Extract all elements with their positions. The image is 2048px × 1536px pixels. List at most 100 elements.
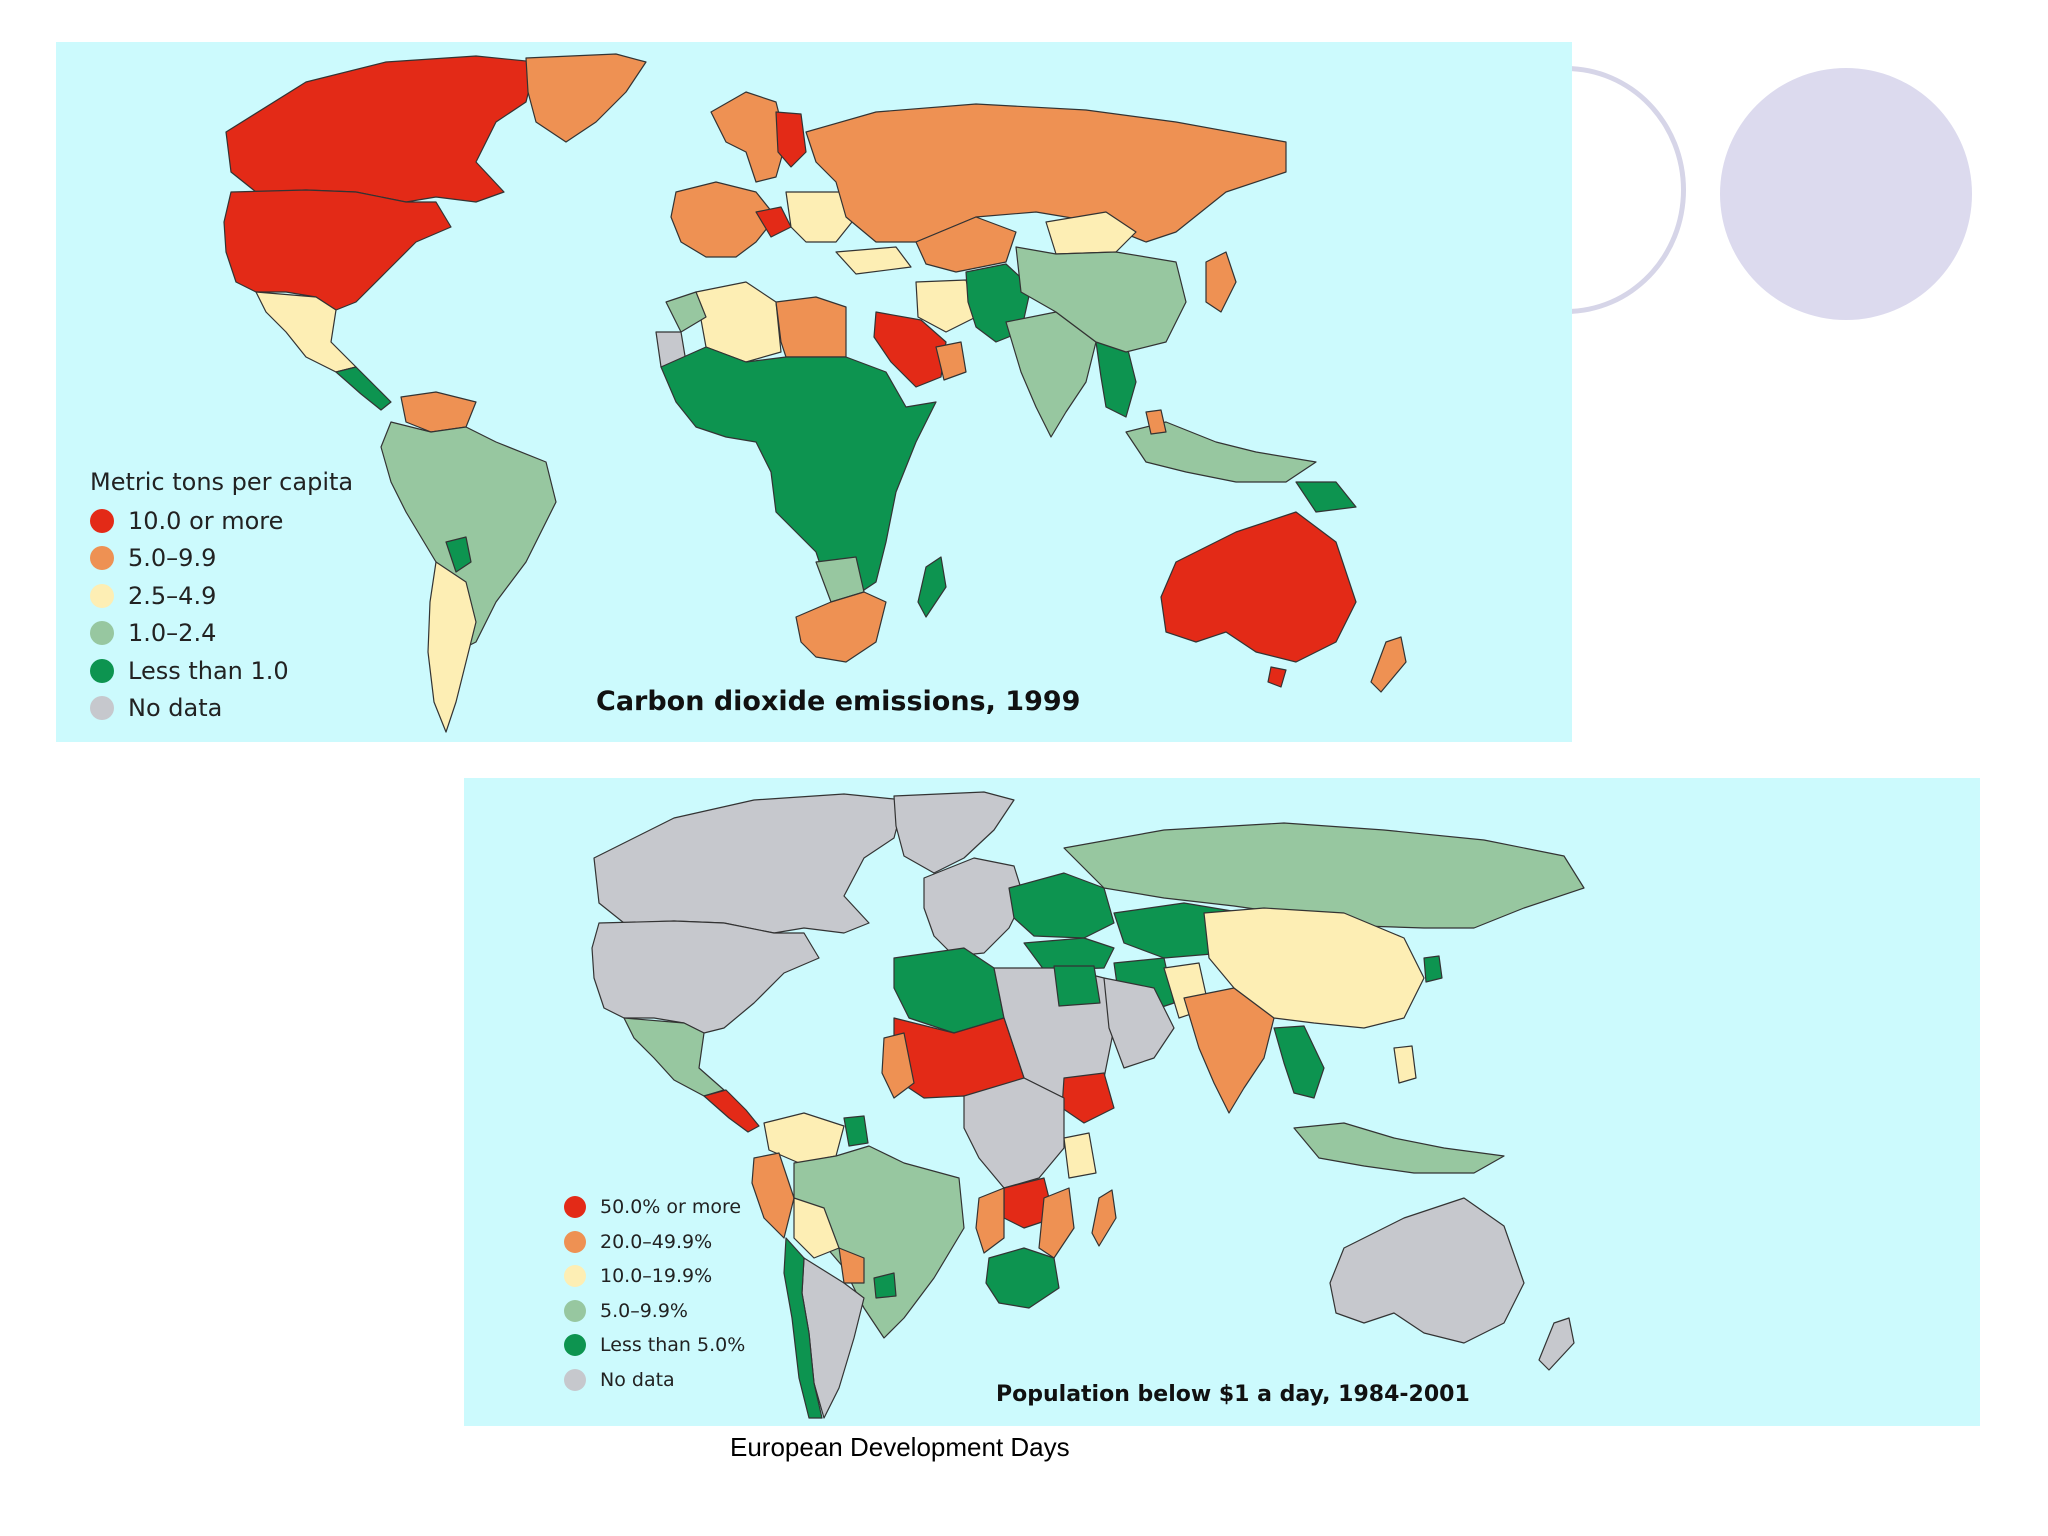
co2-legend-item: 5.0–9.9 [90, 540, 353, 578]
legend-label: 5.0–9.9 [128, 544, 217, 573]
legend-label: Less than 1.0 [128, 656, 289, 685]
co2-legend-item: 2.5–4.9 [90, 577, 353, 615]
legend-swatch [90, 583, 114, 608]
region-usa [591, 920, 820, 1034]
region-south-africa [985, 1247, 1060, 1309]
legend-label: 10.0 or more [128, 506, 284, 535]
region-libya [775, 296, 847, 358]
co2-map-title: Carbon dioxide emissions, 1999 [596, 686, 1081, 717]
co2-legend-item: 10.0 or more [90, 502, 353, 540]
region-canada [225, 55, 537, 203]
region-venezuela [400, 391, 477, 433]
poverty-legend-item: 50.0% or more [564, 1190, 745, 1225]
region-russia [805, 103, 1287, 243]
legend-swatch [564, 1196, 586, 1219]
co2-legend-item: Less than 1.0 [90, 652, 353, 690]
region-iran [915, 279, 977, 333]
legend-swatch [90, 696, 114, 721]
region-central-america [335, 366, 392, 411]
region-madagascar [1091, 1189, 1117, 1247]
region-tasmania [1267, 666, 1287, 688]
poverty-legend-item: 5.0–9.9% [564, 1294, 745, 1329]
region-uruguay [873, 1272, 897, 1299]
region-korea [1423, 955, 1443, 983]
region-australia [1329, 1197, 1525, 1344]
region-china-mongolia [1203, 907, 1425, 1029]
region-kazakhstan [915, 216, 1017, 273]
co2-legend-item: 1.0–2.4 [90, 615, 353, 653]
region-indonesia [1293, 1122, 1505, 1174]
region-turkey-caucasus [1023, 937, 1115, 971]
region-canada [593, 793, 905, 934]
region-central-africa [963, 1077, 1065, 1189]
region-bolivia [793, 1197, 840, 1259]
legend-label: No data [128, 694, 223, 723]
region-scandinavia [710, 91, 787, 183]
region-europe-west [923, 857, 1025, 957]
region-north-africa [893, 947, 1005, 1034]
region-chile [783, 1237, 823, 1419]
region-new-guinea [1295, 481, 1357, 513]
region-japan [1205, 251, 1237, 313]
region-greenland [525, 53, 647, 143]
region-usa [223, 189, 452, 311]
slide-footer-caption: European Development Days [730, 1432, 1070, 1462]
region-europe-west [670, 181, 777, 258]
legend-swatch [90, 508, 114, 533]
poverty-world-map-svg [591, 791, 1585, 1419]
region-central-america [703, 1089, 760, 1133]
poverty-map-title: Population below $1 a day, 1984-2001 [996, 1382, 1470, 1407]
region-malaysia-indonesia [1125, 421, 1317, 483]
legend-swatch [564, 1334, 586, 1357]
region-guyana [843, 1115, 869, 1147]
region-argentina-chile [427, 561, 477, 733]
legend-label: Less than 5.0% [600, 1334, 746, 1357]
region-arabia [1103, 977, 1175, 1069]
region-egypt [1053, 965, 1101, 1007]
poverty-legend-item: 20.0–49.9% [564, 1225, 745, 1260]
legend-swatch [90, 546, 114, 571]
legend-swatch [90, 658, 114, 683]
region-new-zealand [1370, 636, 1407, 693]
legend-label: 20.0–49.9% [600, 1230, 713, 1253]
legend-label: 50.0% or more [600, 1196, 742, 1219]
region-australia [1160, 511, 1357, 663]
legend-label: 10.0–19.9% [600, 1265, 713, 1288]
region-turkey [835, 246, 912, 275]
co2-emissions-map: Metric tons per capita 10.0 or more 5.0–… [56, 42, 1572, 742]
region-philippines [1393, 1045, 1417, 1084]
co2-legend: Metric tons per capita 10.0 or more 5.0–… [90, 468, 353, 727]
co2-world-map-svg [223, 53, 1407, 733]
poverty-legend-item: No data [564, 1363, 745, 1398]
region-paraguay [838, 1247, 865, 1284]
region-new-zealand [1538, 1317, 1575, 1371]
poverty-legend: 50.0% or more 20.0–49.9% 10.0–19.9% 5.0–… [564, 1190, 745, 1397]
region-greenland [893, 791, 1015, 874]
region-europe-east [1008, 872, 1115, 939]
region-myanmar-indochina [1095, 341, 1137, 418]
legend-label: 2.5–4.9 [128, 581, 217, 610]
region-paraguay [445, 536, 472, 573]
region-indochina [1273, 1025, 1325, 1099]
decorative-circle [1720, 68, 1972, 320]
region-angola [975, 1187, 1005, 1254]
region-mongolia [1045, 211, 1137, 255]
region-south-africa [795, 591, 887, 663]
region-mozambique [1038, 1187, 1075, 1259]
region-finland [775, 111, 807, 168]
legend-label: 1.0–2.4 [128, 619, 217, 648]
region-madagascar [917, 556, 947, 618]
poverty-legend-item: 10.0–19.9% [564, 1259, 745, 1294]
legend-swatch [564, 1230, 586, 1253]
region-west-africa [881, 1032, 915, 1099]
region-china [1015, 246, 1187, 353]
legend-label: 5.0–9.9% [600, 1299, 688, 1322]
poverty-legend-item: Less than 5.0% [564, 1328, 745, 1363]
region-africa-sub-saharan [660, 346, 937, 603]
legend-label: No data [600, 1368, 675, 1391]
legend-swatch [564, 1368, 586, 1391]
region-morocco [665, 291, 707, 333]
region-russia [1063, 822, 1585, 929]
region-south-america [380, 421, 557, 653]
co2-legend-title: Metric tons per capita [90, 468, 354, 496]
